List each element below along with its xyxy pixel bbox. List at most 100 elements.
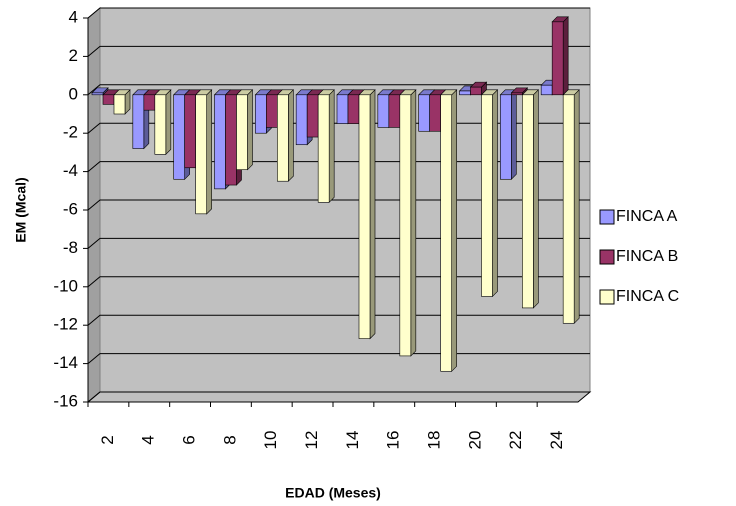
bar-front [266, 94, 278, 128]
bar-front [336, 94, 349, 124]
bar-side [511, 89, 517, 181]
bar [276, 89, 295, 182]
bar-side [288, 89, 294, 182]
bar [521, 89, 540, 309]
x-tick-label: 20 [465, 431, 484, 450]
bar-side [369, 89, 376, 340]
grid-line [87, 237, 590, 249]
bar-front [91, 92, 104, 96]
bar-side [451, 89, 457, 373]
bar [480, 89, 499, 298]
bar-side [562, 16, 569, 96]
bar [551, 16, 569, 96]
bar-front [481, 94, 493, 297]
grid-line [87, 314, 590, 326]
legend-label: FINCA A [616, 208, 678, 225]
bar [91, 87, 109, 96]
grid-line [87, 45, 590, 57]
bar-side [247, 89, 253, 171]
x-tick-label: 14 [343, 431, 362, 450]
bar-side [492, 89, 498, 298]
bar-front [522, 94, 534, 309]
y-tick-label: -4 [63, 161, 78, 180]
y-tick-label: -6 [63, 199, 78, 218]
bar-front [154, 94, 167, 155]
bar [399, 89, 417, 357]
y-tick-label: -14 [53, 353, 78, 372]
bar-front [255, 94, 267, 134]
x-tick-label: 2 [98, 435, 117, 444]
bar-front [225, 94, 237, 186]
x-tick-label: 16 [384, 431, 403, 450]
x-tick-label: 4 [139, 435, 158, 444]
bar-front [399, 94, 412, 357]
bar-side [533, 89, 539, 309]
bar-side [410, 89, 417, 357]
x-tick-label: 12 [302, 431, 321, 450]
grid-line [87, 353, 590, 364]
bar-front [113, 94, 126, 115]
grid-line [87, 84, 590, 96]
x-tick-label: 10 [261, 431, 280, 450]
grid-line [87, 7, 590, 19]
y-tick-label: -2 [63, 123, 78, 142]
legend-swatch [599, 289, 615, 305]
bar [113, 89, 131, 115]
legend-swatch [599, 249, 615, 265]
bar-front [429, 94, 441, 132]
bar [317, 89, 335, 204]
bar-front [184, 94, 196, 169]
bar [194, 89, 213, 215]
bar-front [132, 94, 145, 149]
grid-line [87, 391, 590, 403]
x-axis-title: EDAD (Meses) [285, 485, 381, 501]
bar-front [418, 94, 430, 132]
legend-label: FINCA C [616, 288, 679, 305]
bar-front [377, 94, 390, 128]
bar-side [328, 89, 335, 204]
x-tick-label: 8 [220, 435, 239, 444]
floor [86, 391, 592, 403]
bar-front [388, 94, 401, 128]
bar-side [165, 89, 172, 156]
legend-swatch [599, 209, 615, 225]
bar-front [511, 92, 523, 96]
y-tick-label: -12 [53, 315, 78, 334]
grid-line [87, 199, 590, 211]
bar [358, 89, 376, 340]
bar-front [551, 21, 564, 96]
bar-front [214, 94, 226, 190]
bar-front [295, 94, 308, 146]
bar [510, 87, 529, 96]
bar-front [195, 94, 207, 215]
bar-side [206, 89, 212, 215]
bar [235, 89, 254, 171]
bar-front [317, 94, 330, 203]
y-tick-label: 2 [69, 46, 78, 65]
bar-front [173, 94, 185, 180]
bar [562, 89, 580, 325]
grid-line [87, 276, 590, 288]
y-tick-label: -8 [63, 238, 78, 257]
y-tick-label: -10 [53, 276, 78, 295]
bar [154, 89, 172, 156]
y-tick-label: -16 [53, 391, 78, 410]
x-tick-label: 24 [547, 431, 566, 450]
bar-front [540, 84, 553, 96]
bar-front [102, 94, 115, 105]
grid-line [87, 161, 590, 172]
bar-front [440, 94, 452, 372]
bar-front [143, 94, 156, 111]
legend-label: FINCA B [616, 248, 678, 265]
bar-side [573, 89, 580, 325]
bar-front [347, 94, 360, 124]
bar [499, 89, 518, 181]
y-tick-label: 0 [69, 84, 78, 103]
bar-front [277, 94, 289, 182]
bar-front [562, 94, 575, 324]
y-axis-title: EM (Mcal) [13, 177, 29, 242]
y-tick-label: 4 [69, 7, 78, 26]
x-tick-label: 18 [425, 431, 444, 450]
x-tick-label: 22 [506, 431, 525, 450]
